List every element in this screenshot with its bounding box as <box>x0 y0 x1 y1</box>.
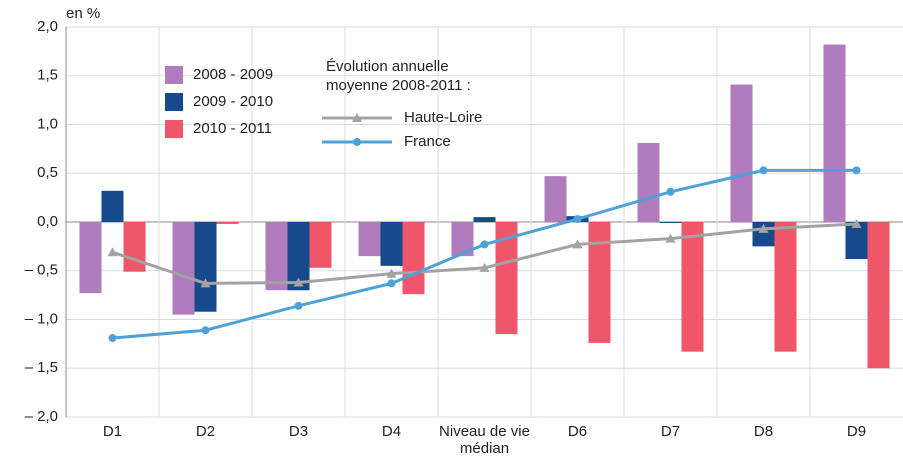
bar <box>287 222 310 291</box>
x-tick-label: D6 <box>567 423 588 440</box>
bar <box>845 222 868 260</box>
line-legend-title: Évolution annuelle moyenne 2008-2011 : <box>326 58 471 94</box>
line-marker <box>480 240 489 249</box>
bar <box>194 222 217 312</box>
line-marker <box>665 233 676 243</box>
line-marker <box>294 301 303 310</box>
bar <box>774 222 797 352</box>
line-marker <box>479 262 490 272</box>
bar <box>402 222 425 295</box>
bar <box>265 222 288 291</box>
line <box>112 222 857 285</box>
y-tick-label: 0,0 <box>37 213 58 230</box>
bar <box>123 222 146 272</box>
bar <box>730 84 753 223</box>
bar <box>216 222 239 224</box>
legend-swatch <box>165 120 183 138</box>
y-tick-label: 1,5 <box>37 67 58 84</box>
y-tick-label: 1,0 <box>37 115 58 132</box>
line-marker <box>758 223 769 233</box>
bar <box>380 222 403 266</box>
legend-label: France <box>404 133 451 150</box>
bar <box>681 222 704 352</box>
bar <box>473 217 496 222</box>
line-marker <box>293 277 304 287</box>
x-tick-label: D4 <box>381 423 402 440</box>
y-tick-label: – 0,5 <box>25 262 58 279</box>
line-marker <box>201 326 210 335</box>
bar <box>588 222 611 343</box>
bar <box>79 222 102 294</box>
legend-label: 2008 - 2009 <box>193 66 273 83</box>
y-tick-label: – 2,0 <box>25 408 58 425</box>
legend-label: Haute-Loire <box>404 109 482 126</box>
y-axis-label: en % <box>66 5 100 22</box>
line-marker <box>573 215 582 224</box>
line-marker <box>666 187 675 196</box>
bar <box>358 222 381 257</box>
line-marker <box>353 138 361 146</box>
y-tick-label: 0,5 <box>37 164 58 181</box>
bar <box>544 176 567 222</box>
legend-swatch <box>165 66 183 84</box>
bar <box>495 222 518 335</box>
line-marker <box>386 268 397 278</box>
legend-label: 2010 - 2011 <box>193 120 272 137</box>
line-marker <box>352 113 362 122</box>
x-tick-label: D8 <box>753 423 774 440</box>
bar <box>823 44 846 222</box>
line-marker <box>108 334 117 343</box>
x-tick-label: D7 <box>660 423 681 440</box>
bar <box>637 143 660 222</box>
bar <box>172 222 195 315</box>
x-tick-label: Niveau de vie médian <box>439 423 530 457</box>
y-tick-label: – 1,0 <box>25 310 58 327</box>
line-marker <box>851 218 862 228</box>
line-marker <box>572 239 583 249</box>
y-tick-label: – 1,5 <box>25 359 58 376</box>
legend-label: 2009 - 2010 <box>193 93 273 110</box>
bar <box>101 190 124 222</box>
line-marker <box>759 166 768 175</box>
line-marker <box>852 166 861 175</box>
x-tick-label: D2 <box>195 423 216 440</box>
bar <box>867 222 890 369</box>
line-marker <box>200 278 211 288</box>
line-marker <box>107 247 118 257</box>
bar <box>659 222 682 223</box>
legend-swatch <box>165 93 183 111</box>
bar <box>451 222 474 257</box>
line-marker <box>387 279 396 288</box>
bar <box>309 222 332 268</box>
x-tick-label: D1 <box>102 423 123 440</box>
x-tick-label: D9 <box>846 423 867 440</box>
x-tick-label: D3 <box>288 423 309 440</box>
y-tick-label: 2,0 <box>37 18 58 35</box>
